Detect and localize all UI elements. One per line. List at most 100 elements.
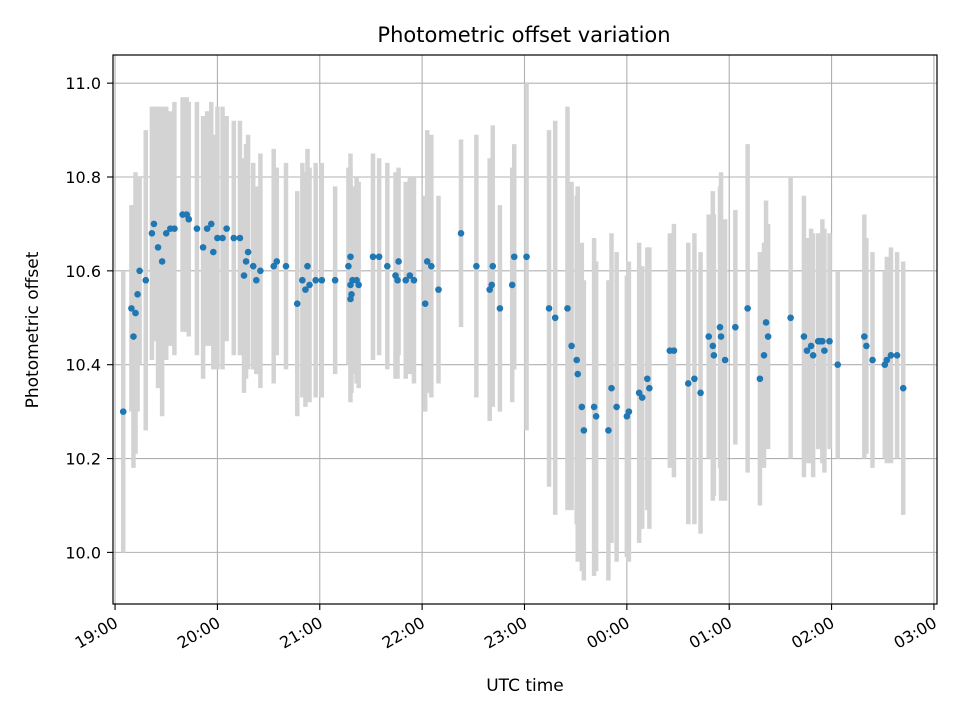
data-point xyxy=(304,262,311,270)
data-point xyxy=(787,314,794,322)
data-point xyxy=(762,319,770,326)
data-point xyxy=(508,281,516,289)
data-point xyxy=(312,276,319,284)
data-point xyxy=(732,323,739,331)
data-point xyxy=(764,333,772,340)
data-point xyxy=(691,375,698,383)
data-point xyxy=(249,262,257,270)
data-point xyxy=(219,234,226,242)
y-tick-label: 11.0 xyxy=(65,74,101,93)
data-point xyxy=(423,258,431,265)
data-point xyxy=(568,342,575,350)
data-point xyxy=(496,305,504,312)
data-point xyxy=(171,225,178,232)
data-point xyxy=(551,314,559,322)
data-point xyxy=(710,352,718,359)
data-point xyxy=(244,248,252,256)
data-point xyxy=(721,356,729,364)
data-point xyxy=(697,389,704,397)
data-point xyxy=(744,305,751,312)
data-point xyxy=(369,253,377,261)
data-point xyxy=(270,262,278,270)
x-axis-title: UTC time xyxy=(486,676,564,696)
data-point xyxy=(580,427,588,434)
data-point xyxy=(573,356,580,364)
data-point xyxy=(709,342,717,350)
data-point xyxy=(716,323,724,331)
data-point xyxy=(473,262,480,270)
data-point xyxy=(331,276,339,284)
data-point xyxy=(625,408,633,415)
data-point xyxy=(800,333,808,340)
data-point xyxy=(134,291,141,298)
data-point xyxy=(809,352,817,359)
y-tick-label: 10.6 xyxy=(65,262,101,281)
data-point xyxy=(384,262,391,270)
data-point xyxy=(605,427,612,434)
data-point xyxy=(148,230,156,237)
data-point xyxy=(590,403,598,411)
data-point xyxy=(348,291,355,298)
y-axis-title: Photometric offset xyxy=(23,251,43,408)
data-point xyxy=(150,220,158,228)
data-point xyxy=(199,244,207,251)
data-point xyxy=(142,276,150,284)
data-point xyxy=(717,333,725,340)
data-point xyxy=(299,276,306,284)
data-point xyxy=(635,389,643,397)
data-point xyxy=(214,234,221,242)
data-point xyxy=(136,267,143,275)
data-point xyxy=(756,375,764,383)
data-point xyxy=(185,215,193,223)
data-point xyxy=(608,384,615,392)
data-point xyxy=(394,276,401,284)
data-point xyxy=(282,262,290,270)
data-point xyxy=(807,342,815,350)
data-point xyxy=(253,276,260,284)
data-point xyxy=(406,272,414,279)
data-point xyxy=(684,380,692,387)
data-point xyxy=(826,337,833,345)
data-point xyxy=(670,347,678,354)
chart-title: Photometric offset variation xyxy=(377,23,670,47)
data-point xyxy=(154,244,162,251)
data-point xyxy=(545,305,553,312)
data-point xyxy=(395,258,402,265)
data-point xyxy=(236,234,244,242)
data-point xyxy=(574,370,582,378)
data-point xyxy=(203,225,211,232)
data-point xyxy=(162,230,170,237)
data-point xyxy=(410,276,418,284)
data-point xyxy=(132,309,139,317)
data-point xyxy=(223,225,230,232)
data-point xyxy=(428,262,435,270)
data-point xyxy=(861,333,868,340)
data-point xyxy=(273,258,281,265)
data-point xyxy=(302,286,309,293)
data-point xyxy=(893,352,901,359)
data-point xyxy=(705,333,713,340)
y-axis-ticks: 10.0 10.2 10.4 10.6 10.8 11.0 xyxy=(65,74,113,562)
data-point xyxy=(375,253,383,261)
data-point xyxy=(638,394,646,401)
data-point xyxy=(130,333,137,340)
data-point xyxy=(646,384,653,392)
data-point xyxy=(869,356,876,364)
y-tick-label: 10.4 xyxy=(65,356,101,375)
data-point xyxy=(306,281,313,289)
data-point xyxy=(318,276,326,284)
data-point xyxy=(819,337,826,345)
y-tick-label: 10.0 xyxy=(65,543,101,562)
data-point xyxy=(899,384,907,392)
data-point xyxy=(510,253,518,261)
data-point xyxy=(613,403,620,411)
data-point xyxy=(345,262,352,270)
data-point xyxy=(242,258,250,265)
data-point xyxy=(863,342,870,350)
data-point xyxy=(128,305,135,312)
data-point xyxy=(119,408,127,415)
data-point xyxy=(257,267,264,275)
data-point xyxy=(883,356,891,364)
data-point xyxy=(592,413,600,420)
